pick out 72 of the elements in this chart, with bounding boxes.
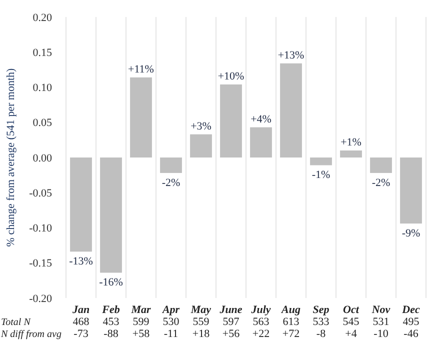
text: 531 — [372, 316, 390, 328]
x-tick-label: Apr — [161, 304, 180, 316]
text: 613 — [282, 316, 300, 328]
text: Total N — [1, 317, 32, 328]
bar — [370, 158, 392, 173]
x-tick-label: Feb — [101, 304, 120, 316]
data-label: +4% — [250, 113, 272, 126]
text: 563 — [252, 316, 270, 328]
bar — [100, 158, 122, 273]
bar — [280, 63, 302, 158]
bar — [190, 134, 212, 158]
data-label: -16% — [99, 276, 123, 289]
text: -10 — [374, 328, 389, 340]
text: N diff from avg — [0, 329, 62, 340]
text: 453 — [102, 316, 120, 328]
text: 0.15 — [32, 46, 52, 59]
data-label: -9% — [402, 228, 420, 240]
text: -88 — [104, 328, 119, 340]
data-label: -2% — [162, 176, 180, 189]
text: -8 — [316, 328, 326, 340]
bar — [130, 77, 152, 158]
bar — [250, 127, 272, 158]
text: -0.10 — [29, 222, 52, 235]
text: 495 — [402, 316, 420, 328]
text: 468 — [72, 316, 90, 328]
text: +22 — [252, 328, 270, 340]
bar — [340, 150, 362, 158]
x-tick-label: Mar — [130, 304, 152, 316]
x-tick-label: Dec — [401, 304, 420, 316]
data-label: +10% — [218, 70, 244, 82]
data-label: -1% — [312, 169, 330, 182]
x-tick-label: May — [190, 304, 212, 316]
bar — [220, 84, 242, 158]
text: +72 — [282, 328, 300, 340]
data-label: +11% — [128, 63, 154, 76]
data-label: +3% — [190, 120, 212, 132]
y-axis-title: % change from average (541 per month) — [5, 68, 17, 247]
text: -73 — [74, 328, 89, 340]
x-tick-label: Aug — [280, 304, 301, 316]
text: 0.20 — [32, 12, 52, 24]
data-label: +13% — [278, 49, 304, 62]
text: -0.05 — [29, 187, 52, 200]
x-tick-label: Jan — [71, 304, 90, 316]
data-label: -13% — [69, 256, 93, 268]
text: -46 — [404, 328, 419, 340]
data-label: +1% — [340, 136, 362, 148]
text: -11 — [164, 328, 178, 340]
text: 545 — [342, 316, 360, 328]
text: 0.00 — [32, 152, 52, 164]
data-label: -2% — [372, 176, 390, 189]
text: -0.15 — [29, 258, 52, 270]
text: 533 — [312, 316, 330, 328]
text: 0.10 — [32, 82, 52, 94]
bar — [70, 158, 92, 252]
text: 530 — [162, 316, 180, 328]
text: 599 — [132, 316, 150, 328]
text: 0.05 — [32, 117, 52, 130]
bar — [400, 158, 422, 224]
x-tick-label: Sep — [312, 304, 330, 316]
text: +4 — [345, 328, 358, 340]
x-tick-label: July — [250, 304, 271, 316]
bar — [160, 158, 182, 173]
text: 597 — [222, 316, 240, 328]
text: +18 — [192, 328, 210, 340]
text: +58 — [132, 328, 150, 340]
x-tick-label: June — [218, 304, 242, 316]
text: 559 — [192, 316, 210, 328]
x-tick-label: Oct — [343, 304, 360, 316]
x-tick-label: Nov — [370, 304, 390, 316]
text: -0.20 — [29, 292, 52, 305]
text: +56 — [222, 328, 240, 340]
bar — [310, 158, 332, 166]
